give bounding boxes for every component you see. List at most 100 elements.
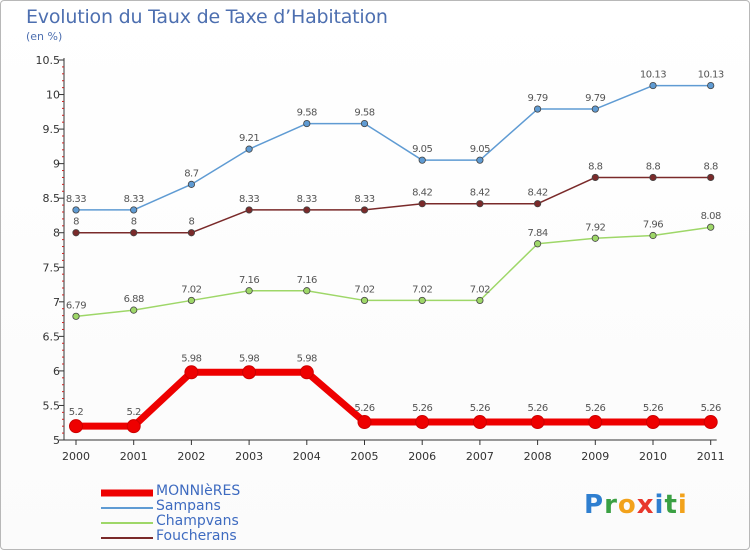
data-label-champvans: 8.08 — [701, 211, 721, 222]
data-point-monni-res — [126, 419, 141, 434]
data-label-monni-res: 5.2 — [69, 407, 84, 418]
data-point-monni-res — [588, 415, 603, 430]
y-tick-label: 6.5 — [43, 330, 61, 343]
data-label-champvans: 7.92 — [585, 222, 605, 233]
y-tick-label: 8.5 — [43, 192, 61, 205]
data-label-foucherans: 8.8 — [703, 161, 718, 172]
data-label-foucherans: 8.42 — [470, 188, 490, 199]
data-label-foucherans: 8 — [188, 217, 194, 228]
y-tick-label: 5.5 — [43, 399, 61, 412]
data-label-champvans: 7.02 — [470, 284, 490, 295]
x-tick-label: 2005 — [351, 450, 379, 463]
data-point-monni-res — [703, 415, 718, 430]
data-label-sampans: 9.05 — [470, 144, 490, 155]
data-point-sampans — [187, 180, 195, 188]
x-tick-label: 2001 — [120, 450, 148, 463]
x-tick-label: 2011 — [697, 450, 725, 463]
data-point-monni-res — [299, 365, 314, 380]
data-label-monni-res: 5.26 — [701, 403, 721, 414]
data-point-foucherans — [591, 173, 599, 182]
data-point-champvans — [245, 287, 253, 295]
x-tick-label: 2008 — [524, 450, 552, 463]
y-tick-label: 5 — [53, 434, 60, 447]
data-label-sampans: 10.13 — [698, 70, 724, 81]
logo-letter: i — [677, 490, 688, 520]
x-tick-label: 2002 — [177, 450, 205, 463]
data-point-monni-res — [69, 419, 83, 434]
logo-letter: o — [617, 490, 637, 520]
data-point-foucherans — [130, 229, 138, 237]
series-line-foucherans — [76, 176, 711, 234]
data-point-foucherans — [72, 229, 80, 237]
data-label-foucherans: 8.33 — [239, 194, 259, 205]
data-point-sampans — [72, 206, 80, 214]
proxiti-logo: Proxiti — [584, 490, 688, 520]
y-tick-label: 7 — [53, 296, 60, 309]
data-label-monni-res: 5.26 — [585, 403, 605, 414]
logo-letter: P — [584, 490, 605, 520]
x-tick-label: 2000 — [62, 450, 90, 463]
data-label-champvans: 7.16 — [297, 275, 317, 286]
data-label-foucherans: 8.33 — [354, 194, 374, 205]
series-line-monni-res — [76, 368, 711, 430]
logo-letter: t — [664, 490, 678, 520]
data-point-sampans — [303, 119, 311, 128]
y-tick-label: 8 — [53, 227, 60, 240]
data-point-foucherans — [360, 206, 369, 214]
chart-title: Evolution du Taux de Taxe d’Habitation — [26, 6, 388, 28]
data-point-monni-res — [646, 415, 660, 430]
data-point-champvans — [418, 296, 426, 305]
y-tick-label: 9.5 — [43, 123, 61, 136]
data-label-monni-res: 5.98 — [239, 353, 259, 364]
data-point-monni-res — [357, 415, 372, 430]
legend-swatch-monnieres — [101, 489, 153, 497]
data-point-foucherans — [533, 200, 542, 208]
data-point-monni-res — [184, 365, 199, 380]
data-point-champvans — [649, 231, 657, 240]
y-tick-label: 9 — [53, 158, 60, 171]
data-point-sampans — [130, 206, 138, 214]
data-label-sampans: 9.79 — [527, 93, 547, 104]
data-point-foucherans — [418, 200, 426, 208]
data-label-champvans: 7.96 — [643, 219, 663, 230]
data-point-sampans — [707, 81, 715, 90]
x-tick-label: 2004 — [293, 450, 321, 463]
data-point-sampans — [533, 105, 542, 113]
y-tick-label: 6 — [53, 365, 60, 378]
x-tick-label: 2009 — [581, 450, 609, 463]
data-label-monni-res: 5.26 — [643, 403, 663, 414]
legend-swatch-sampans — [101, 507, 153, 509]
data-label-foucherans: 8.8 — [646, 161, 661, 172]
y-tick-label: 10 — [46, 89, 60, 102]
logo-letter: x — [636, 490, 655, 520]
data-label-sampans: 9.79 — [585, 93, 605, 104]
data-point-monni-res — [530, 415, 545, 430]
data-point-sampans — [360, 119, 369, 128]
data-point-champvans — [476, 296, 484, 305]
data-label-champvans: 7.02 — [412, 284, 432, 295]
legend-swatch-foucherans — [101, 537, 153, 539]
legend-label-sampans: Sampans — [156, 498, 221, 514]
data-label-sampans: 10.13 — [640, 70, 666, 81]
data-point-champvans — [533, 240, 542, 248]
data-label-sampans: 8.33 — [66, 194, 86, 205]
data-point-monni-res — [415, 415, 430, 430]
x-tick-label: 2006 — [408, 450, 436, 463]
data-label-foucherans: 8.33 — [297, 194, 317, 205]
data-label-monni-res: 5.26 — [527, 403, 547, 414]
data-label-sampans: 9.21 — [239, 133, 259, 144]
series-line-sampans — [76, 84, 711, 211]
data-label-sampans: 9.58 — [354, 108, 374, 119]
data-label-champvans: 7.16 — [239, 275, 259, 286]
legend-swatch-champvans — [101, 522, 153, 524]
data-point-champvans — [360, 296, 369, 305]
data-point-champvans — [707, 223, 715, 231]
data-label-champvans: 6.79 — [66, 300, 86, 311]
data-point-sampans — [418, 156, 426, 164]
data-label-foucherans: 8 — [131, 217, 137, 228]
data-point-monni-res — [472, 415, 487, 430]
data-point-foucherans — [187, 229, 195, 237]
data-point-sampans — [649, 81, 657, 90]
data-point-foucherans — [707, 173, 715, 182]
